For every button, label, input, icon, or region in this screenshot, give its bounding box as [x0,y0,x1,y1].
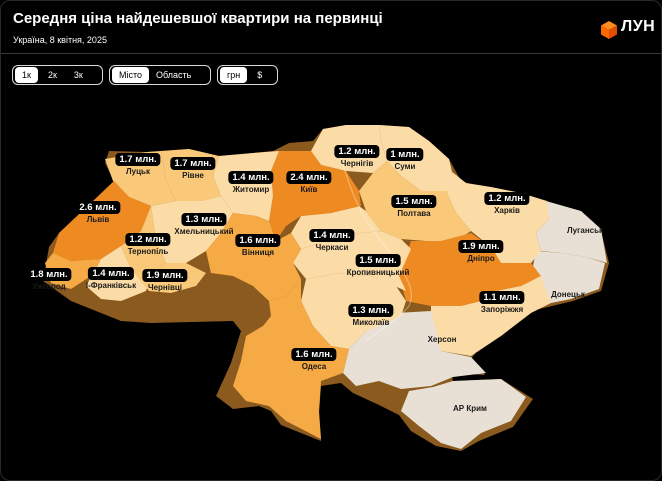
city-name: Чернівці [147,283,183,292]
label-donetsk[interactable]: Донецьк [551,290,585,299]
price-badge: 1.4 млн. [309,229,355,242]
price-badge: 1.2 млн. [484,192,530,205]
label-zaporizhzhia[interactable]: 1.1 млн. Запоріжжя [479,287,525,314]
rooms-option-2k[interactable]: 2к [47,70,57,80]
price-badge: 1 млн. [386,148,424,161]
price-badge: 2.6 млн. [75,201,121,214]
region-khmelnytskyi [151,196,233,263]
price-badge: 1.8 млн. [26,268,72,281]
label-chernivtsi[interactable]: 1.9 млн. Чернівці [142,265,188,292]
city-name: Дніпро [467,254,495,263]
scope-option-city[interactable]: Місто [112,67,150,83]
rooms-toggle: 1к 2к 3к [12,65,103,85]
price-badge: 1.3 млн. [348,304,394,317]
region-kropyvnytskyi [293,231,411,291]
city-name: Житомир [232,185,270,194]
region-luhansk [536,201,607,263]
city-name: Харків [494,206,520,215]
currency-toggle: грн $ [217,65,278,85]
city-name: Ужгород [32,282,66,291]
price-badge: 1.9 млн. [458,240,504,253]
region-vinnytsia [206,213,301,301]
city-name: Київ [300,185,318,194]
price-badge: 1.6 млн. [291,348,337,361]
label-crimea[interactable]: АР Крим [453,404,487,413]
city-name: Запоріжжя [480,305,524,314]
currency-option-uah[interactable]: грн [220,67,248,83]
logo-text: ЛУН [621,18,656,35]
label-khmelnytskyi[interactable]: 1.3 млн. Хмельницький [174,209,234,236]
label-uzhhorod[interactable]: 1.8 млн. Ужгород [26,264,72,291]
price-badge: 1.5 млн. [355,254,401,267]
label-lutsk[interactable]: 1.7 млн. Луцьк [115,149,161,176]
label-ternopil[interactable]: 1.2 млн. Тернопіль [125,229,171,256]
label-kharkiv[interactable]: 1.2 млн. Харків [484,188,530,215]
page-title: Середня ціна найдешевшої квартири на пер… [13,10,383,27]
label-ivano-frankivsk[interactable]: 1.4 млн. І-Франківськ [86,263,136,290]
region-crimea [401,379,526,449]
price-badge: 1.4 млн. [88,267,134,280]
price-badge: 1.2 млн. [125,233,171,246]
city-name: Миколаїв [352,318,390,327]
currency-option-usd[interactable]: $ [257,70,263,80]
region-donetsk [531,251,605,303]
page-subtitle: Україна, 8 квітня, 2025 [13,35,107,45]
price-badge: 1.3 млн. [181,213,227,226]
price-badge: 1.1 млн. [479,291,525,304]
city-name: Суми [394,162,416,171]
label-kropyvnytskyi[interactable]: 1.5 млн. Кропивницький [346,250,410,277]
city-name: Чернігів [340,159,374,168]
price-badge: 1.5 млн. [391,195,437,208]
label-cherkasy[interactable]: 1.4 млн. Черкаси [309,225,355,252]
city-name: Тернопіль [127,247,169,256]
price-badge: 1.9 млн. [142,269,188,282]
scope-option-region[interactable]: Область [156,70,192,80]
label-odesa[interactable]: 1.6 млн. Одеса [291,344,337,371]
city-name: Рівне [182,171,204,180]
price-badge: 1.6 млн. [235,234,281,247]
label-vinnytsia[interactable]: 1.6 млн. Вінниця [235,230,281,257]
price-badge: 1.4 млн. [228,171,274,184]
city-name: Львів [86,215,110,224]
city-name: І-Франківськ [85,281,137,290]
lun-logo-icon [601,21,617,39]
label-luhansk[interactable]: Луганськ [566,226,604,235]
label-dnipro[interactable]: 1.9 млн. Дніпро [458,236,504,263]
region-odesa [233,279,349,439]
rooms-option-1k[interactable]: 1к [15,67,38,83]
header: Середня ціна найдешевшої квартири на пер… [1,1,661,54]
label-poltava[interactable]: 1.5 млн. Полтава [391,191,437,218]
price-badge: 2.4 млн. [286,171,332,184]
region-zhytomyr [213,151,279,221]
label-rivne[interactable]: 1.7 млн. Рівне [170,153,216,180]
label-chernihiv[interactable]: 1.2 млн. Чернігів [334,141,380,168]
region-kherson [343,311,486,389]
price-badge: 1.7 млн. [170,157,216,170]
label-lviv[interactable]: 2.6 млн. Львів [75,197,121,224]
city-name: Одеса [301,362,327,371]
price-badge: 1.2 млн. [334,145,380,158]
city-name: Кропивницький [346,268,410,277]
city-name: Хмельницький [174,227,234,236]
label-sumy[interactable]: 1 млн. Суми [386,144,424,171]
label-kyiv[interactable]: 2.4 млн. Київ [286,167,332,194]
region-dnipro [399,233,541,306]
label-zhytomyr[interactable]: 1.4 млн. Житомир [228,167,274,194]
rooms-option-3k[interactable]: 3к [73,70,83,80]
label-kherson[interactable]: Херсон [427,335,457,344]
label-mykolaiv[interactable]: 1.3 млн. Миколаїв [348,300,394,327]
scope-toggle: Місто Область [109,65,211,85]
city-name: Черкаси [315,243,349,252]
price-badge: 1.7 млн. [115,153,161,166]
city-name: Вінниця [241,248,275,257]
city-name: Луцьк [126,167,150,176]
city-name: Полтава [397,209,431,218]
